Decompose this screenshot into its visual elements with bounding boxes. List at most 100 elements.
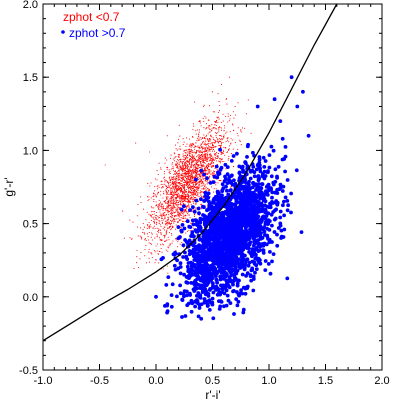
point-zphot-low xyxy=(210,134,212,136)
point-zphot-high xyxy=(203,233,208,238)
point-zphot-low xyxy=(212,145,215,147)
point-zphot-high xyxy=(197,306,202,310)
point-zphot-low xyxy=(170,213,172,215)
point-zphot-low xyxy=(235,114,237,116)
point-zphot-low xyxy=(169,187,171,189)
y-tick-label: 1.0 xyxy=(23,145,38,157)
point-zphot-low xyxy=(145,239,147,241)
point-zphot-low xyxy=(192,191,194,193)
point-zphot-low xyxy=(179,191,182,193)
point-zphot-low xyxy=(166,135,168,137)
point-zphot-high xyxy=(213,245,217,249)
point-zphot-high xyxy=(225,181,230,186)
point-zphot-low xyxy=(159,202,161,204)
point-zphot-low xyxy=(162,212,164,214)
point-zphot-high xyxy=(276,164,281,169)
point-zphot-high xyxy=(254,246,259,250)
point-zphot-high xyxy=(251,288,256,293)
point-zphot-low xyxy=(165,209,167,211)
point-zphot-low xyxy=(188,195,190,198)
point-zphot-low xyxy=(217,116,219,118)
point-zphot-low xyxy=(173,202,175,204)
point-zphot-low xyxy=(178,203,180,205)
point-zphot-low xyxy=(147,239,150,241)
point-zphot-low xyxy=(188,205,190,207)
point-zphot-low xyxy=(187,149,189,151)
point-zphot-low xyxy=(223,130,225,132)
point-zphot-low xyxy=(202,182,204,184)
point-zphot-low xyxy=(195,153,197,155)
point-zphot-low xyxy=(179,196,181,198)
point-zphot-low xyxy=(192,194,194,196)
point-zphot-low xyxy=(139,227,142,229)
point-zphot-low xyxy=(179,165,181,167)
point-zphot-low xyxy=(184,172,186,174)
point-zphot-low xyxy=(215,135,217,137)
point-zphot-low xyxy=(217,121,219,123)
point-zphot-high xyxy=(196,314,201,319)
point-zphot-low xyxy=(150,252,152,254)
point-zphot-low xyxy=(201,180,203,182)
point-zphot-low xyxy=(202,180,204,183)
point-zphot-low xyxy=(206,139,209,141)
point-zphot-low xyxy=(210,146,212,148)
point-zphot-low xyxy=(179,162,181,164)
point-zphot-low xyxy=(189,170,191,173)
point-zphot-low xyxy=(207,169,209,171)
point-zphot-low xyxy=(180,201,182,203)
point-zphot-low xyxy=(164,200,167,202)
point-zphot-low xyxy=(211,128,213,130)
point-zphot-low xyxy=(212,171,214,174)
point-zphot-high xyxy=(205,304,210,308)
point-zphot-low xyxy=(188,181,190,183)
point-zphot-low xyxy=(208,165,210,167)
point-zphot-low xyxy=(129,237,131,239)
point-zphot-low xyxy=(139,258,141,260)
point-zphot-low xyxy=(150,211,153,213)
point-zphot-low xyxy=(165,185,167,187)
point-zphot-low xyxy=(161,239,163,241)
point-zphot-low xyxy=(203,170,205,172)
point-zphot-low xyxy=(175,249,177,251)
x-tick-label: 1.5 xyxy=(318,375,333,387)
point-zphot-low xyxy=(195,193,197,195)
point-zphot-low xyxy=(219,127,221,129)
point-zphot-low xyxy=(211,155,213,157)
point-zphot-low xyxy=(171,214,173,216)
point-zphot-high xyxy=(232,178,236,183)
point-zphot-low xyxy=(180,158,182,160)
point-zphot-low xyxy=(191,157,193,159)
point-zphot-low xyxy=(192,164,194,166)
point-zphot-low xyxy=(241,127,244,129)
point-zphot-low xyxy=(209,180,211,182)
point-zphot-high xyxy=(197,303,202,307)
point-zphot-low xyxy=(158,199,160,201)
point-zphot-high xyxy=(205,208,209,213)
point-zphot-low xyxy=(179,206,181,209)
point-zphot-low xyxy=(201,191,203,193)
point-zphot-low xyxy=(195,158,197,161)
point-zphot-low xyxy=(183,179,185,181)
point-zphot-low xyxy=(214,141,216,143)
point-zphot-low xyxy=(144,248,146,251)
point-zphot-low xyxy=(220,153,222,156)
point-zphot-low xyxy=(225,140,227,143)
point-zphot-low xyxy=(181,183,183,185)
point-zphot-low xyxy=(184,196,186,198)
point-zphot-low xyxy=(171,200,173,202)
point-zphot-high xyxy=(203,229,208,234)
point-zphot-low xyxy=(174,187,176,189)
point-zphot-low xyxy=(212,166,214,168)
point-zphot-high xyxy=(206,240,211,245)
point-zphot-low xyxy=(179,148,182,150)
point-zphot-low xyxy=(174,179,176,181)
point-zphot-low xyxy=(162,207,164,209)
point-zphot-low xyxy=(180,227,182,229)
point-zphot-low xyxy=(211,157,213,160)
point-zphot-low xyxy=(164,178,166,181)
point-zphot-low xyxy=(175,224,177,226)
point-zphot-low xyxy=(185,200,187,202)
point-zphot-high xyxy=(260,182,265,187)
point-zphot-low xyxy=(219,137,221,140)
point-zphot-low xyxy=(169,157,172,159)
